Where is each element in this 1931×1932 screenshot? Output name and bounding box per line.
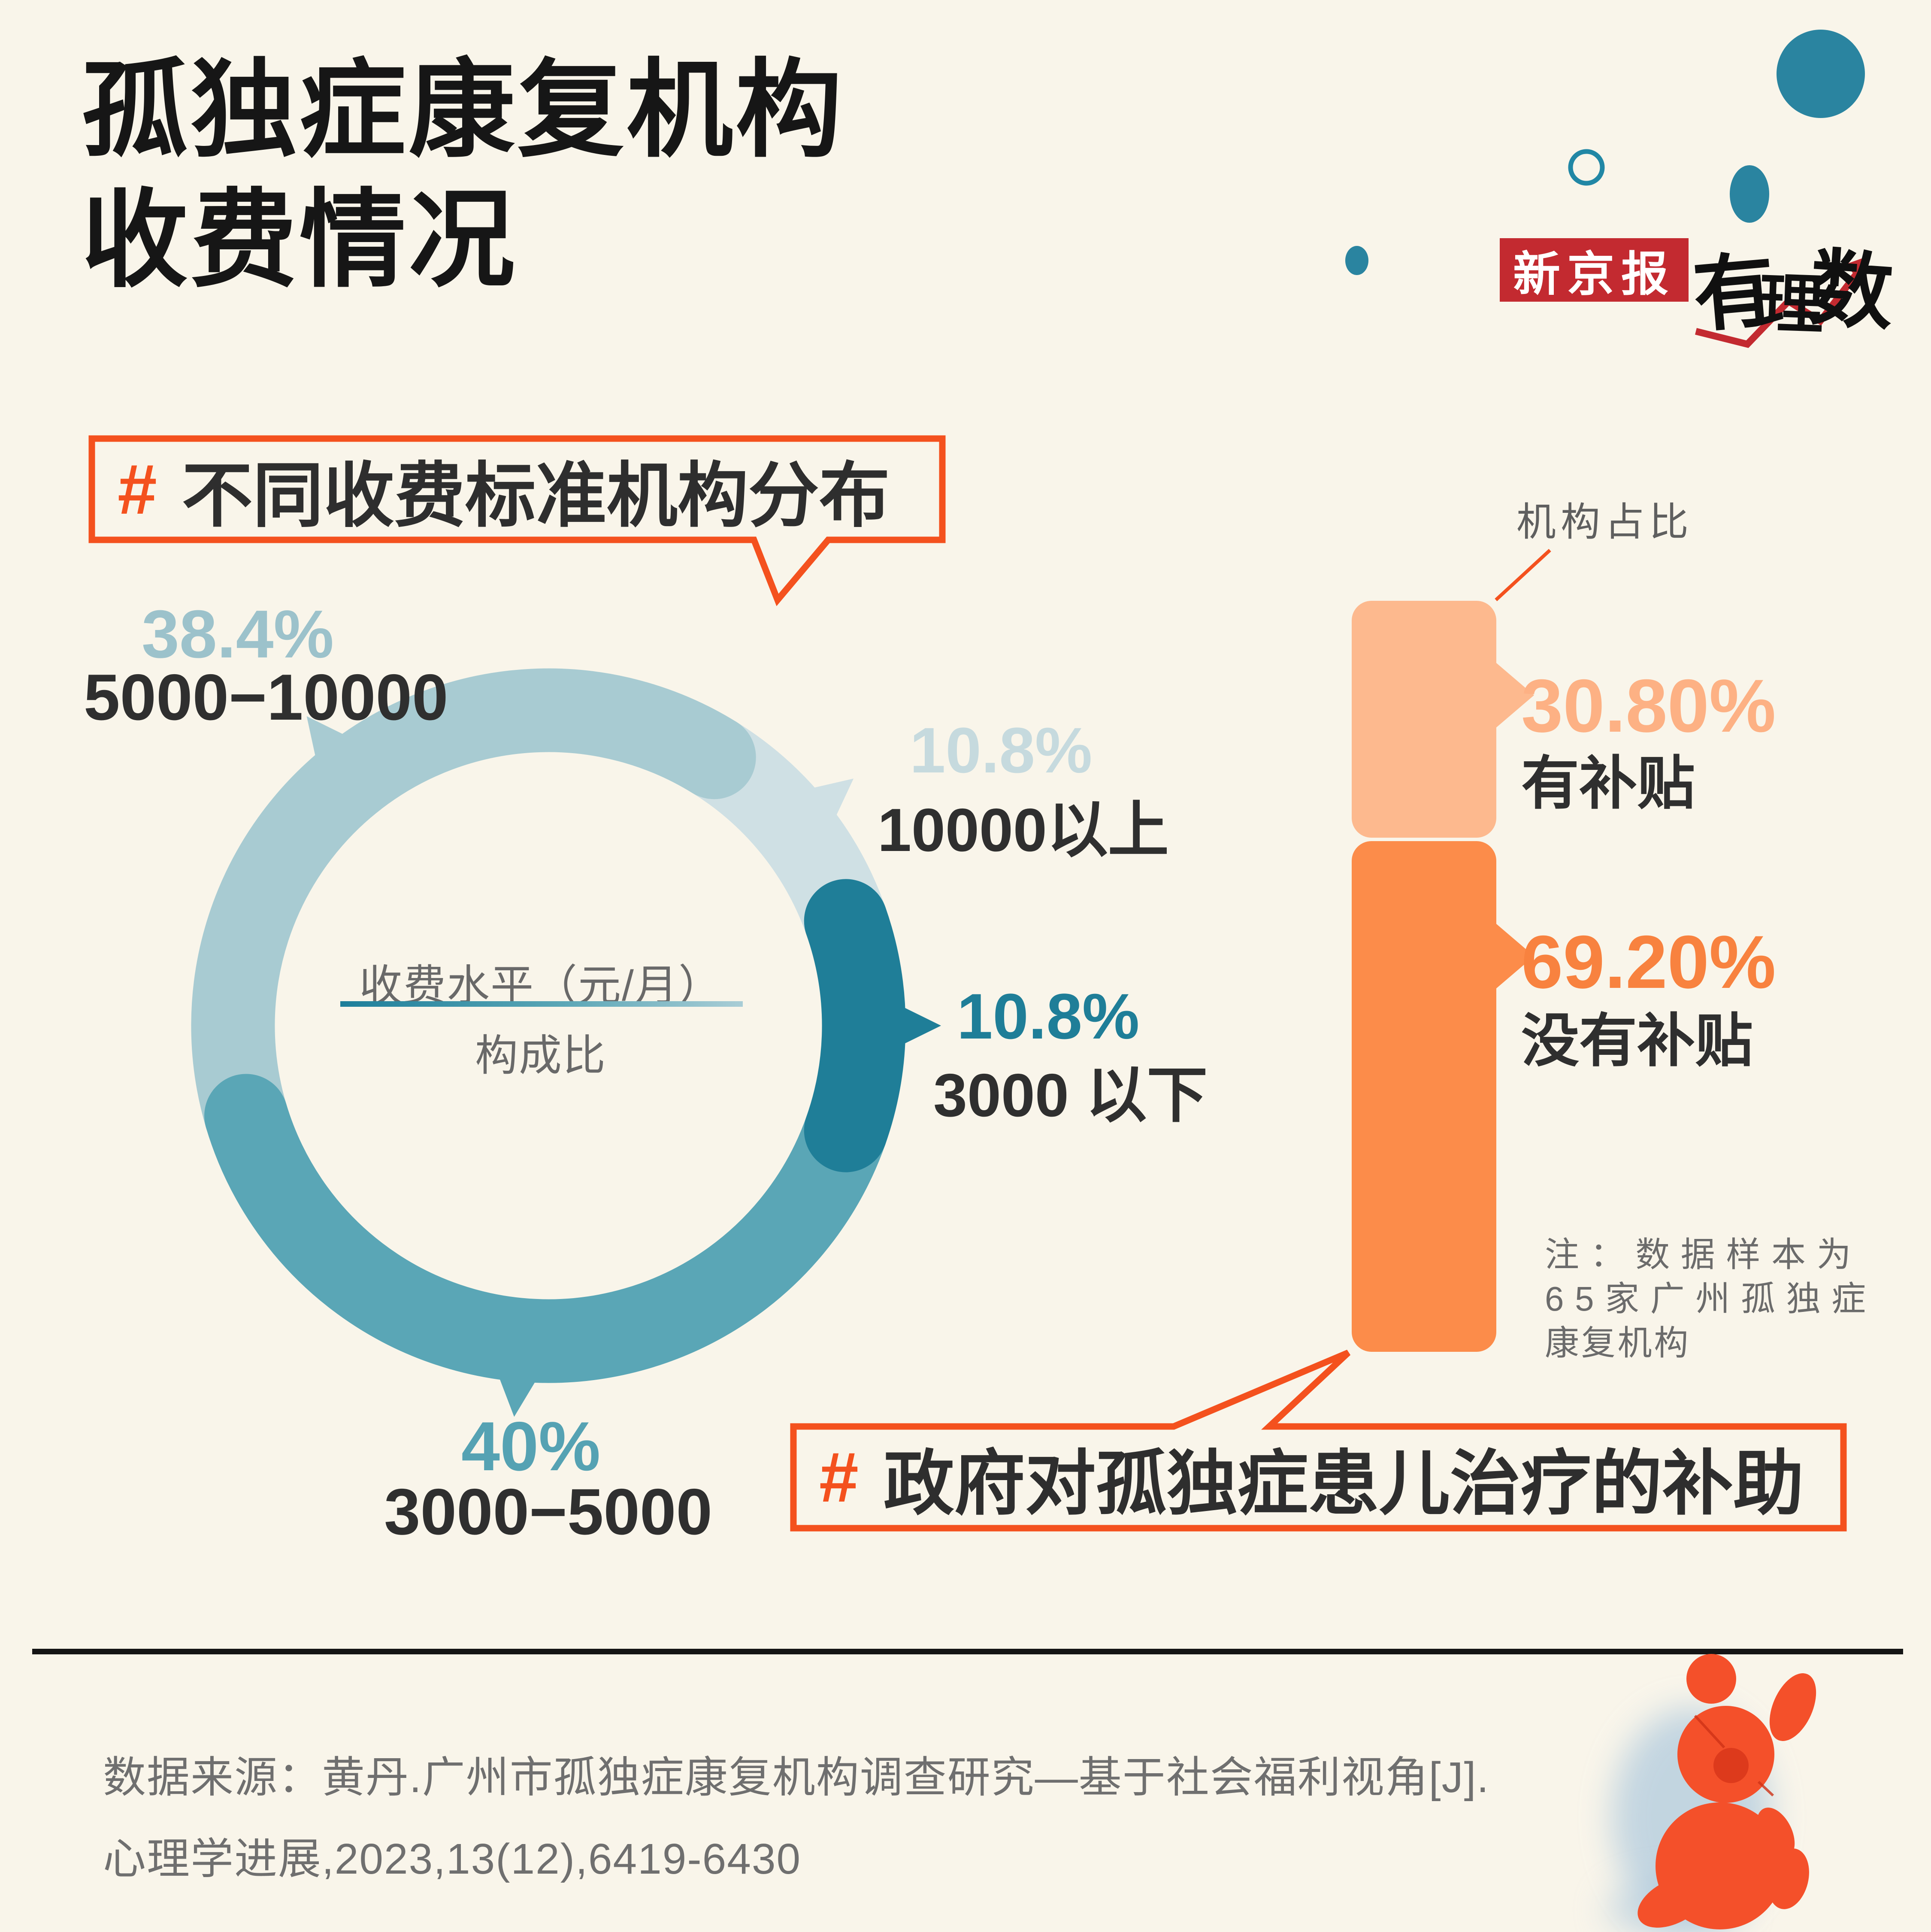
donut-pointer-5000-10000 xyxy=(306,716,347,760)
donut-label-10000plus: 10000以上 xyxy=(878,796,1169,864)
donut-center-divider xyxy=(340,1001,743,1007)
donut-pointer-3000-5000 xyxy=(498,1375,538,1417)
bar-pointer-subsidy xyxy=(1490,657,1534,733)
logo-zigzag-icon xyxy=(1695,260,1869,348)
donut-label-3000-5000: 3000−5000 xyxy=(384,1475,713,1548)
donut-pointer-10000plus xyxy=(809,778,854,820)
teddy-muzzle xyxy=(1713,1748,1749,1783)
donut-heading-label: 不同收费标准机构分布 xyxy=(182,456,890,535)
source-line-2: 心理学进展,2023,13(12),6419-6430 xyxy=(103,1835,802,1883)
deco-circle-medium xyxy=(1730,165,1769,223)
brand-logo: 新京报 xyxy=(1500,238,1689,302)
bar-label-subsidy: 有补贴 xyxy=(1521,751,1695,816)
donut-pct-3000below: 10.8% xyxy=(957,980,1140,1052)
donut-pct-10000plus: 10.8% xyxy=(910,714,1093,786)
donut-label-5000-10000: 5000−10000 xyxy=(84,661,448,734)
source-line-1: 数据来源：黄丹.广州市孤独症康复机构调查研究—基于社会福利视角[J]. xyxy=(103,1753,1490,1802)
bar-pointer-nosubsidy xyxy=(1490,918,1534,994)
donut-pct-3000-5000: 40% xyxy=(461,1408,601,1485)
donut-heading-bubble xyxy=(88,435,946,606)
bar-pct-nosubsidy: 69.20% xyxy=(1521,921,1776,1004)
donut-segment-3000-5000 xyxy=(204,1074,888,1383)
bar-segment-nosubsidy xyxy=(1352,841,1496,1352)
donut-pointer-3000below xyxy=(901,1006,941,1045)
teddy-seam-2 xyxy=(1757,1781,1774,1797)
note-line-1: 注：数据样本为 xyxy=(1545,1236,1862,1274)
page-title-line2: 收费情况 xyxy=(82,180,518,300)
hash-icon-2: # xyxy=(819,1438,859,1517)
bar-label-nosubsidy: 没有补贴 xyxy=(1521,1008,1753,1073)
note-line-2: 65家广州孤独症 xyxy=(1545,1280,1877,1318)
donut-label-3000below: 3000 以下 xyxy=(933,1061,1208,1130)
teddy-left-foot xyxy=(1637,1876,1708,1928)
page-title-line1: 孤独症康复机构 xyxy=(82,50,844,170)
teddy-seam xyxy=(1694,1714,1725,1749)
logo-zigzag-arrowhead-icon xyxy=(1845,256,1869,281)
bar-segment-subsidy xyxy=(1352,601,1496,838)
note-line-3: 康复机构 xyxy=(1545,1324,1691,1362)
teddy-long-ear xyxy=(1769,1673,1816,1741)
donut-section-heading: # 不同收费标准机构分布 xyxy=(92,439,968,540)
bar-heading-label: 政府对孤独症患儿治疗的补助 xyxy=(883,1444,1804,1523)
hash-icon: # xyxy=(118,449,157,529)
bar-section-heading: # 政府对孤独症患儿治疗的补助 xyxy=(793,1426,1869,1528)
sub-brand-char-3: 数 xyxy=(1806,241,1897,341)
deco-circle-large xyxy=(1777,30,1865,118)
bar-heading-bubble xyxy=(790,1350,1847,1532)
teddy-arm xyxy=(1756,1808,1795,1859)
donut-pct-5000-10000: 38.4% xyxy=(142,597,334,672)
teddy-round-ear xyxy=(1686,1654,1736,1704)
teddy-right-foot xyxy=(1768,1848,1809,1909)
donut-segment-3000below xyxy=(804,879,906,1172)
deco-circle-ring xyxy=(1568,149,1605,186)
footer-divider xyxy=(32,1649,1903,1654)
donut-center-line2: 构成比 xyxy=(475,1032,606,1080)
bar-leader-line xyxy=(1495,549,1551,601)
bar-axis-label: 机构占比 xyxy=(1516,500,1694,544)
donut-segment-5000-10000 xyxy=(191,668,756,1158)
deco-circle-small xyxy=(1345,246,1368,275)
bar-pct-subsidy: 30.80% xyxy=(1521,664,1776,748)
teddy-bear-illustration xyxy=(1605,1654,1816,1932)
